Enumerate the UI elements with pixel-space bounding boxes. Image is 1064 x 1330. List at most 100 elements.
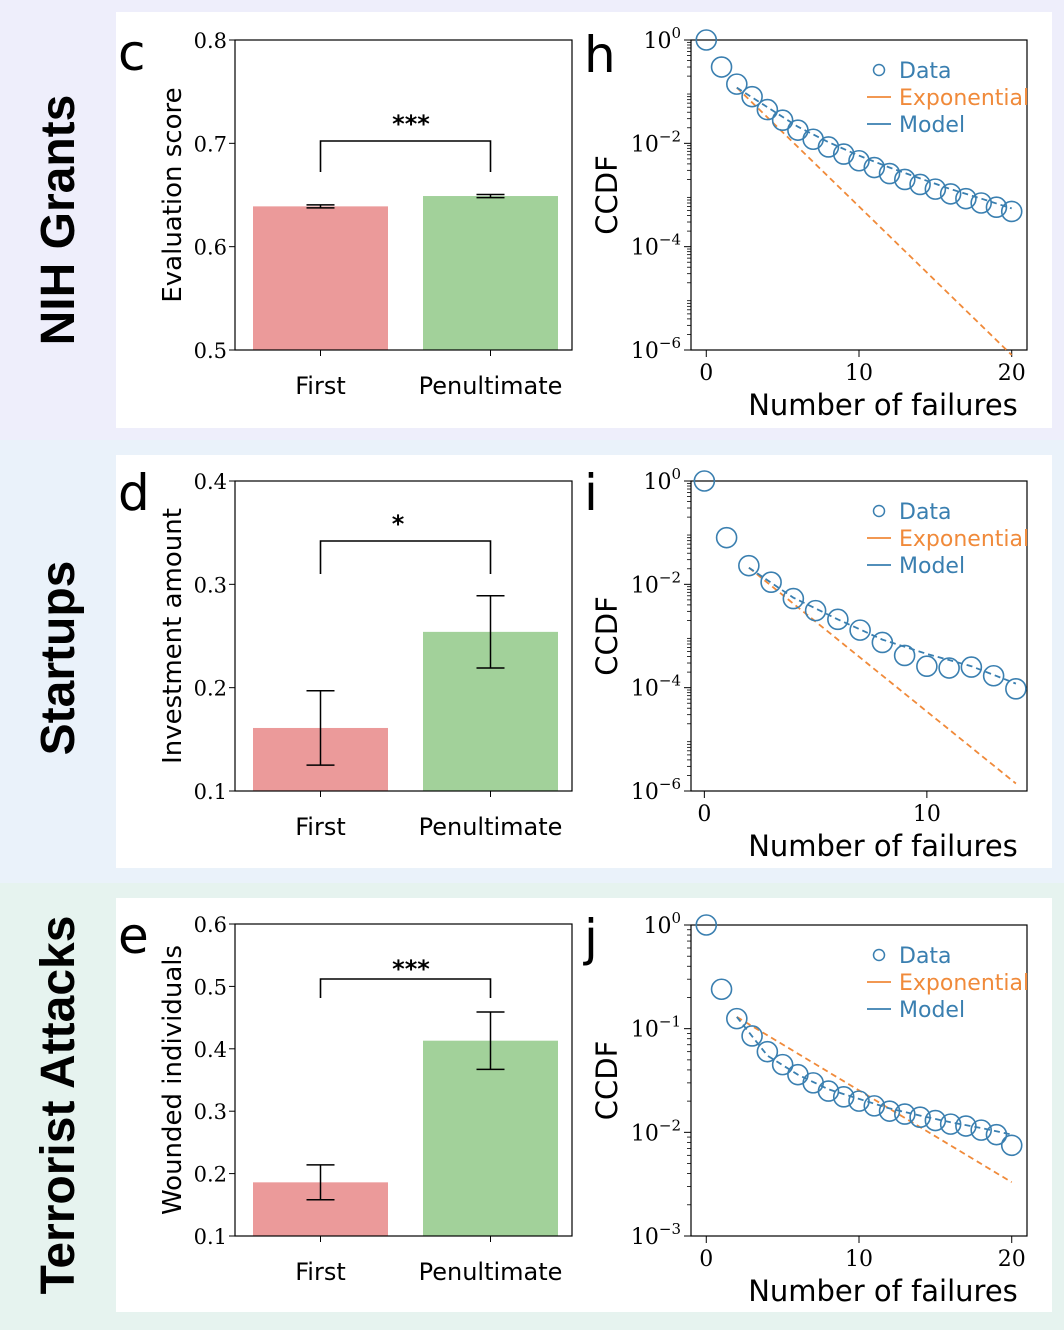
- y-tick-label-d-3: 0.4: [194, 470, 227, 494]
- panel-letter-h: h: [584, 26, 616, 84]
- bar-e-1: [423, 1040, 558, 1236]
- data-point-j-18: [970, 1119, 992, 1141]
- legend-label-data-j: Data: [899, 944, 952, 969]
- data-point-h-15: [924, 178, 947, 200]
- data-point-h-19: [985, 196, 1008, 219]
- data-point-j-3: [741, 1025, 763, 1047]
- significance-bracket-c: [319, 140, 492, 172]
- x-tick-label-c-1: Penultimate: [419, 372, 563, 400]
- data-point-i-5: [804, 599, 827, 622]
- legend-label-data-i: Data: [899, 500, 952, 525]
- series-line-i-model: [748, 566, 1017, 685]
- y-axis-label-h: CCDF: [590, 155, 624, 235]
- significance-label-e: ***: [392, 955, 430, 983]
- legend-label-model-i: Model: [899, 554, 965, 579]
- data-point-i-1: [715, 526, 738, 549]
- data-point-i-8: [871, 631, 894, 654]
- y-tick-label-h-0: 100: [643, 24, 681, 54]
- data-point-j-13: [894, 1103, 916, 1125]
- x-tick-label-i-0: 0: [697, 802, 711, 827]
- data-point-h-10: [848, 149, 870, 172]
- data-point-j-0: [695, 914, 718, 936]
- data-point-i-4: [782, 587, 805, 610]
- data-point-h-3: [741, 85, 763, 108]
- data-point-h-5: [771, 109, 794, 132]
- y-axis-label-j: CCDF: [590, 1041, 624, 1121]
- bar-chart-e: First Penultimate 0.1 0.2 0.3 0.4 0.5 0.6Wounde…: [158, 913, 573, 1286]
- data-point-i-10: [916, 655, 938, 678]
- data-point-j-17: [955, 1115, 977, 1137]
- y-tick-label-e-2: 0.3: [194, 1100, 227, 1124]
- y-tick-label-h-3: 10−6: [631, 334, 681, 364]
- panel-letter-d: d: [118, 464, 150, 522]
- data-point-h-14: [909, 173, 931, 196]
- y-tick-label-c-0: 0.5: [194, 339, 227, 363]
- panel-letter-c: c: [118, 24, 146, 82]
- data-point-i-6: [827, 608, 849, 631]
- row-label-startups: Startups: [32, 561, 85, 756]
- legend-marker-data-i: [872, 504, 886, 518]
- data-point-j-11: [863, 1095, 886, 1117]
- data-point-j-9: [832, 1086, 855, 1108]
- x-tick-label-j-1: 10: [845, 1247, 873, 1272]
- data-point-h-20: [1000, 200, 1023, 223]
- series-line-h-model: [736, 86, 1012, 210]
- y-tick-label-e-5: 0.6: [194, 913, 227, 937]
- data-point-h-2: [726, 73, 748, 95]
- data-point-h-12: [878, 162, 901, 185]
- y-tick-label-e-1: 0.2: [194, 1163, 227, 1187]
- data-point-i-7: [849, 619, 871, 641]
- x-tick-label-j-2: 20: [998, 1247, 1026, 1272]
- x-tick-label-c-0: First: [295, 372, 346, 400]
- axes-frame-i: [690, 480, 1028, 792]
- series-line-j-exponential: [736, 1016, 1013, 1183]
- data-point-h-9: [832, 143, 855, 165]
- data-point-i-9: [893, 644, 916, 667]
- panel-letter-j: j: [583, 909, 598, 967]
- data-point-j-16: [939, 1113, 962, 1135]
- row-label-nih: NIH Grants: [32, 95, 85, 346]
- data-point-j-10: [848, 1090, 870, 1112]
- legend-marker-data-j: [872, 948, 886, 962]
- significance-label-d: *: [392, 510, 405, 538]
- row-label-terrorist: Terrorist Attacks: [32, 916, 85, 1295]
- significance-bracket-e: [319, 978, 492, 998]
- x-tick-label-h-0: 0: [699, 361, 713, 386]
- y-tick-label-h-2: 10−4: [631, 231, 681, 261]
- y-tick-label-c-2: 0.7: [194, 132, 227, 156]
- axes-frame-c: [234, 39, 573, 351]
- axes-frame-e: [234, 923, 573, 1237]
- data-point-i-3: [760, 571, 782, 593]
- x-axis-label-j: Number of failures: [748, 1274, 1018, 1308]
- data-point-i-0: [693, 470, 716, 492]
- data-point-i-2: [738, 554, 760, 577]
- x-tick-label-e-0: First: [295, 1258, 346, 1286]
- data-point-h-4: [756, 98, 779, 121]
- y-axis-label-i: CCDF: [590, 596, 624, 676]
- data-point-i-12: [960, 656, 983, 678]
- data-point-h-17: [955, 187, 977, 210]
- y-tick-label-d-0: 0.1: [194, 780, 227, 804]
- bar-c-1: [423, 196, 558, 350]
- y-tick-label-c-3: 0.8: [194, 29, 227, 53]
- y-tick-label-i-1: 10−2: [631, 568, 681, 598]
- x-tick-label-d-0: First: [295, 813, 346, 841]
- legend-label-exponential-j: Exponential: [899, 971, 1029, 996]
- y-tick-label-j-3: 10−3: [631, 1220, 681, 1250]
- significance-label-c: ***: [392, 110, 430, 138]
- data-point-j-20: [1000, 1134, 1023, 1157]
- data-point-j-4: [756, 1040, 779, 1063]
- y-tick-label-e-4: 0.5: [194, 975, 227, 999]
- y-tick-label-j-2: 10−2: [631, 1116, 681, 1146]
- axes-frame-d: [234, 480, 573, 792]
- data-point-h-1: [710, 56, 733, 78]
- row-panel-terrorist: [116, 898, 1052, 1312]
- data-point-i-13: [982, 664, 1005, 687]
- data-point-j-19: [985, 1123, 1008, 1146]
- y-tick-label-d-2: 0.3: [194, 573, 227, 597]
